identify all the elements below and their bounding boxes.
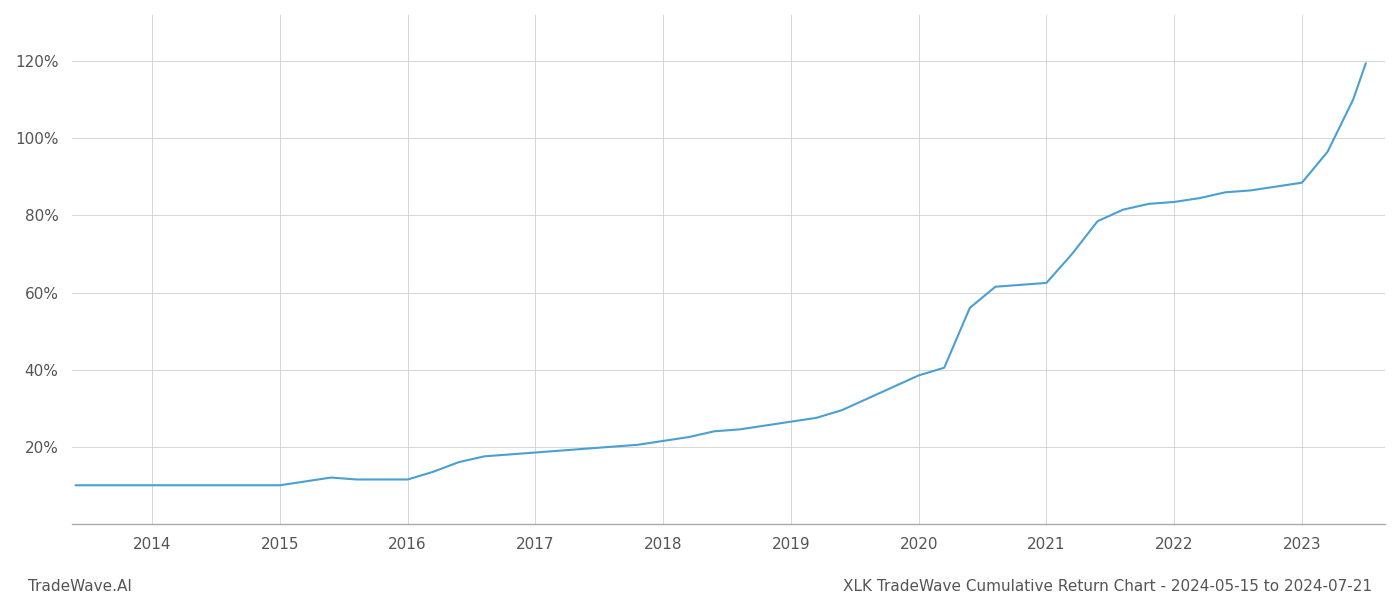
- Text: TradeWave.AI: TradeWave.AI: [28, 579, 132, 594]
- Text: XLK TradeWave Cumulative Return Chart - 2024-05-15 to 2024-07-21: XLK TradeWave Cumulative Return Chart - …: [843, 579, 1372, 594]
